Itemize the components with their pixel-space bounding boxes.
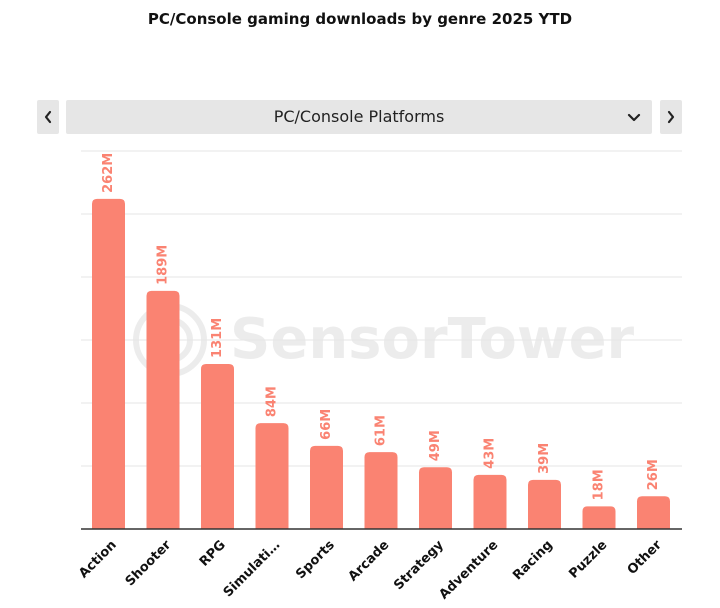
bars [92, 198, 670, 529]
bar-sports[interactable] [310, 445, 343, 529]
bar-arcade[interactable] [364, 452, 398, 529]
x-tick-label: RPG [197, 538, 229, 570]
bar-other[interactable] [637, 496, 670, 529]
bar-strategy[interactable] [419, 467, 452, 529]
bar-shooter[interactable] [146, 290, 180, 529]
next-button[interactable] [660, 100, 682, 134]
data-label: 262M [101, 153, 116, 193]
grid-lines [81, 150, 682, 467]
bar-puzzle[interactable] [582, 506, 616, 529]
data-label: 49M [428, 430, 443, 461]
data-label: 84M [265, 386, 280, 417]
data-label: 61M [374, 415, 389, 446]
data-label: 18M [592, 469, 607, 500]
data-label: 66M [319, 409, 334, 440]
data-labels: 262M 189M 131M 84M 66M 61M 49M 43M 39M 18M 26M [101, 153, 661, 501]
x-tick-label: Simulati… [221, 538, 284, 601]
x-tick-label: Arcade [346, 538, 393, 585]
data-label: 26M [646, 459, 661, 490]
data-label: 43M [483, 438, 498, 469]
x-tick-label: Puzzle [566, 538, 610, 582]
x-tick-label: Adventure [437, 538, 502, 603]
x-tick-label: Other [625, 537, 666, 578]
bar-rpg[interactable] [201, 363, 234, 529]
platform-dropdown-label: PC/Console Platforms [273, 107, 445, 126]
data-label: 189M [156, 245, 171, 285]
platform-dropdown[interactable]: PC/Console Platforms [66, 100, 652, 134]
data-label: 131M [210, 318, 225, 358]
x-tick-label: Racing [510, 538, 556, 584]
bar-simulati[interactable] [255, 423, 289, 529]
bar-racing[interactable] [528, 479, 561, 529]
previous-button[interactable] [37, 100, 59, 134]
chevron-right-icon [667, 110, 675, 124]
chart-title: PC/Console gaming downloads by genre 202… [147, 10, 573, 28]
bar-action[interactable] [92, 198, 125, 529]
data-label: 39M [537, 443, 552, 474]
bar-adventure[interactable] [473, 474, 507, 529]
chevron-down-icon [627, 113, 641, 122]
x-tick-label: Shooter [123, 537, 175, 589]
chevron-left-icon [44, 110, 52, 124]
x-tick-label: Sports [293, 538, 338, 583]
x-tick-label: Strategy [391, 537, 447, 593]
x-tick-label: Action [76, 538, 120, 582]
